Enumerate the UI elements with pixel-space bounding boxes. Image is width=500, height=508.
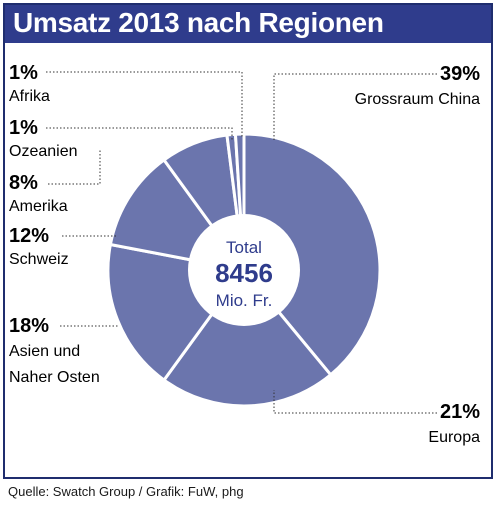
label-schweiz-name: Schweiz [9, 251, 69, 268]
chart-title: Umsatz 2013 nach Regionen [13, 7, 384, 38]
center-total-label: Total [226, 238, 262, 257]
label-afrika-pct: 1% [9, 62, 38, 84]
donut-chart: Total 8456 Mio. Fr. 39% Grossraum China … [9, 62, 480, 446]
label-china-pct: 39% [440, 63, 480, 85]
label-europa-pct: 21% [440, 401, 480, 423]
center-total-value: 8456 [215, 258, 273, 288]
label-amerika-pct: 8% [9, 172, 38, 194]
leader-line-ozeanien [46, 127, 233, 140]
label-ozeanien-name: Ozeanien [9, 143, 78, 160]
donut-hole [188, 214, 300, 326]
leader-line-china [273, 73, 437, 140]
source-note: Quelle: Swatch Group / Grafik: FuW, phg [8, 484, 244, 499]
chart-frame: Umsatz 2013 nach Regionen [3, 3, 493, 479]
leader-line-amerika [48, 150, 101, 185]
leader-line-afrika [46, 71, 243, 138]
label-ozeanien-pct: 1% [9, 117, 38, 139]
label-asien-name-1: Asien und [9, 343, 80, 360]
center-unit: Mio. Fr. [216, 291, 273, 310]
slice-europa [161, 267, 333, 408]
leader-lines [46, 71, 437, 414]
label-china-name: Grossraum China [355, 91, 480, 108]
label-schweiz-pct: 12% [9, 225, 49, 247]
label-asien-name-2: Naher Osten [9, 369, 100, 386]
title-bar: Umsatz 2013 nach Regionen [5, 5, 491, 43]
label-asien-pct: 18% [9, 315, 49, 337]
label-amerika-name: Amerika [9, 198, 68, 215]
label-europa-name: Europa [428, 429, 480, 446]
label-afrika-name: Afrika [9, 88, 50, 105]
slice-grossraum-china [242, 132, 382, 377]
